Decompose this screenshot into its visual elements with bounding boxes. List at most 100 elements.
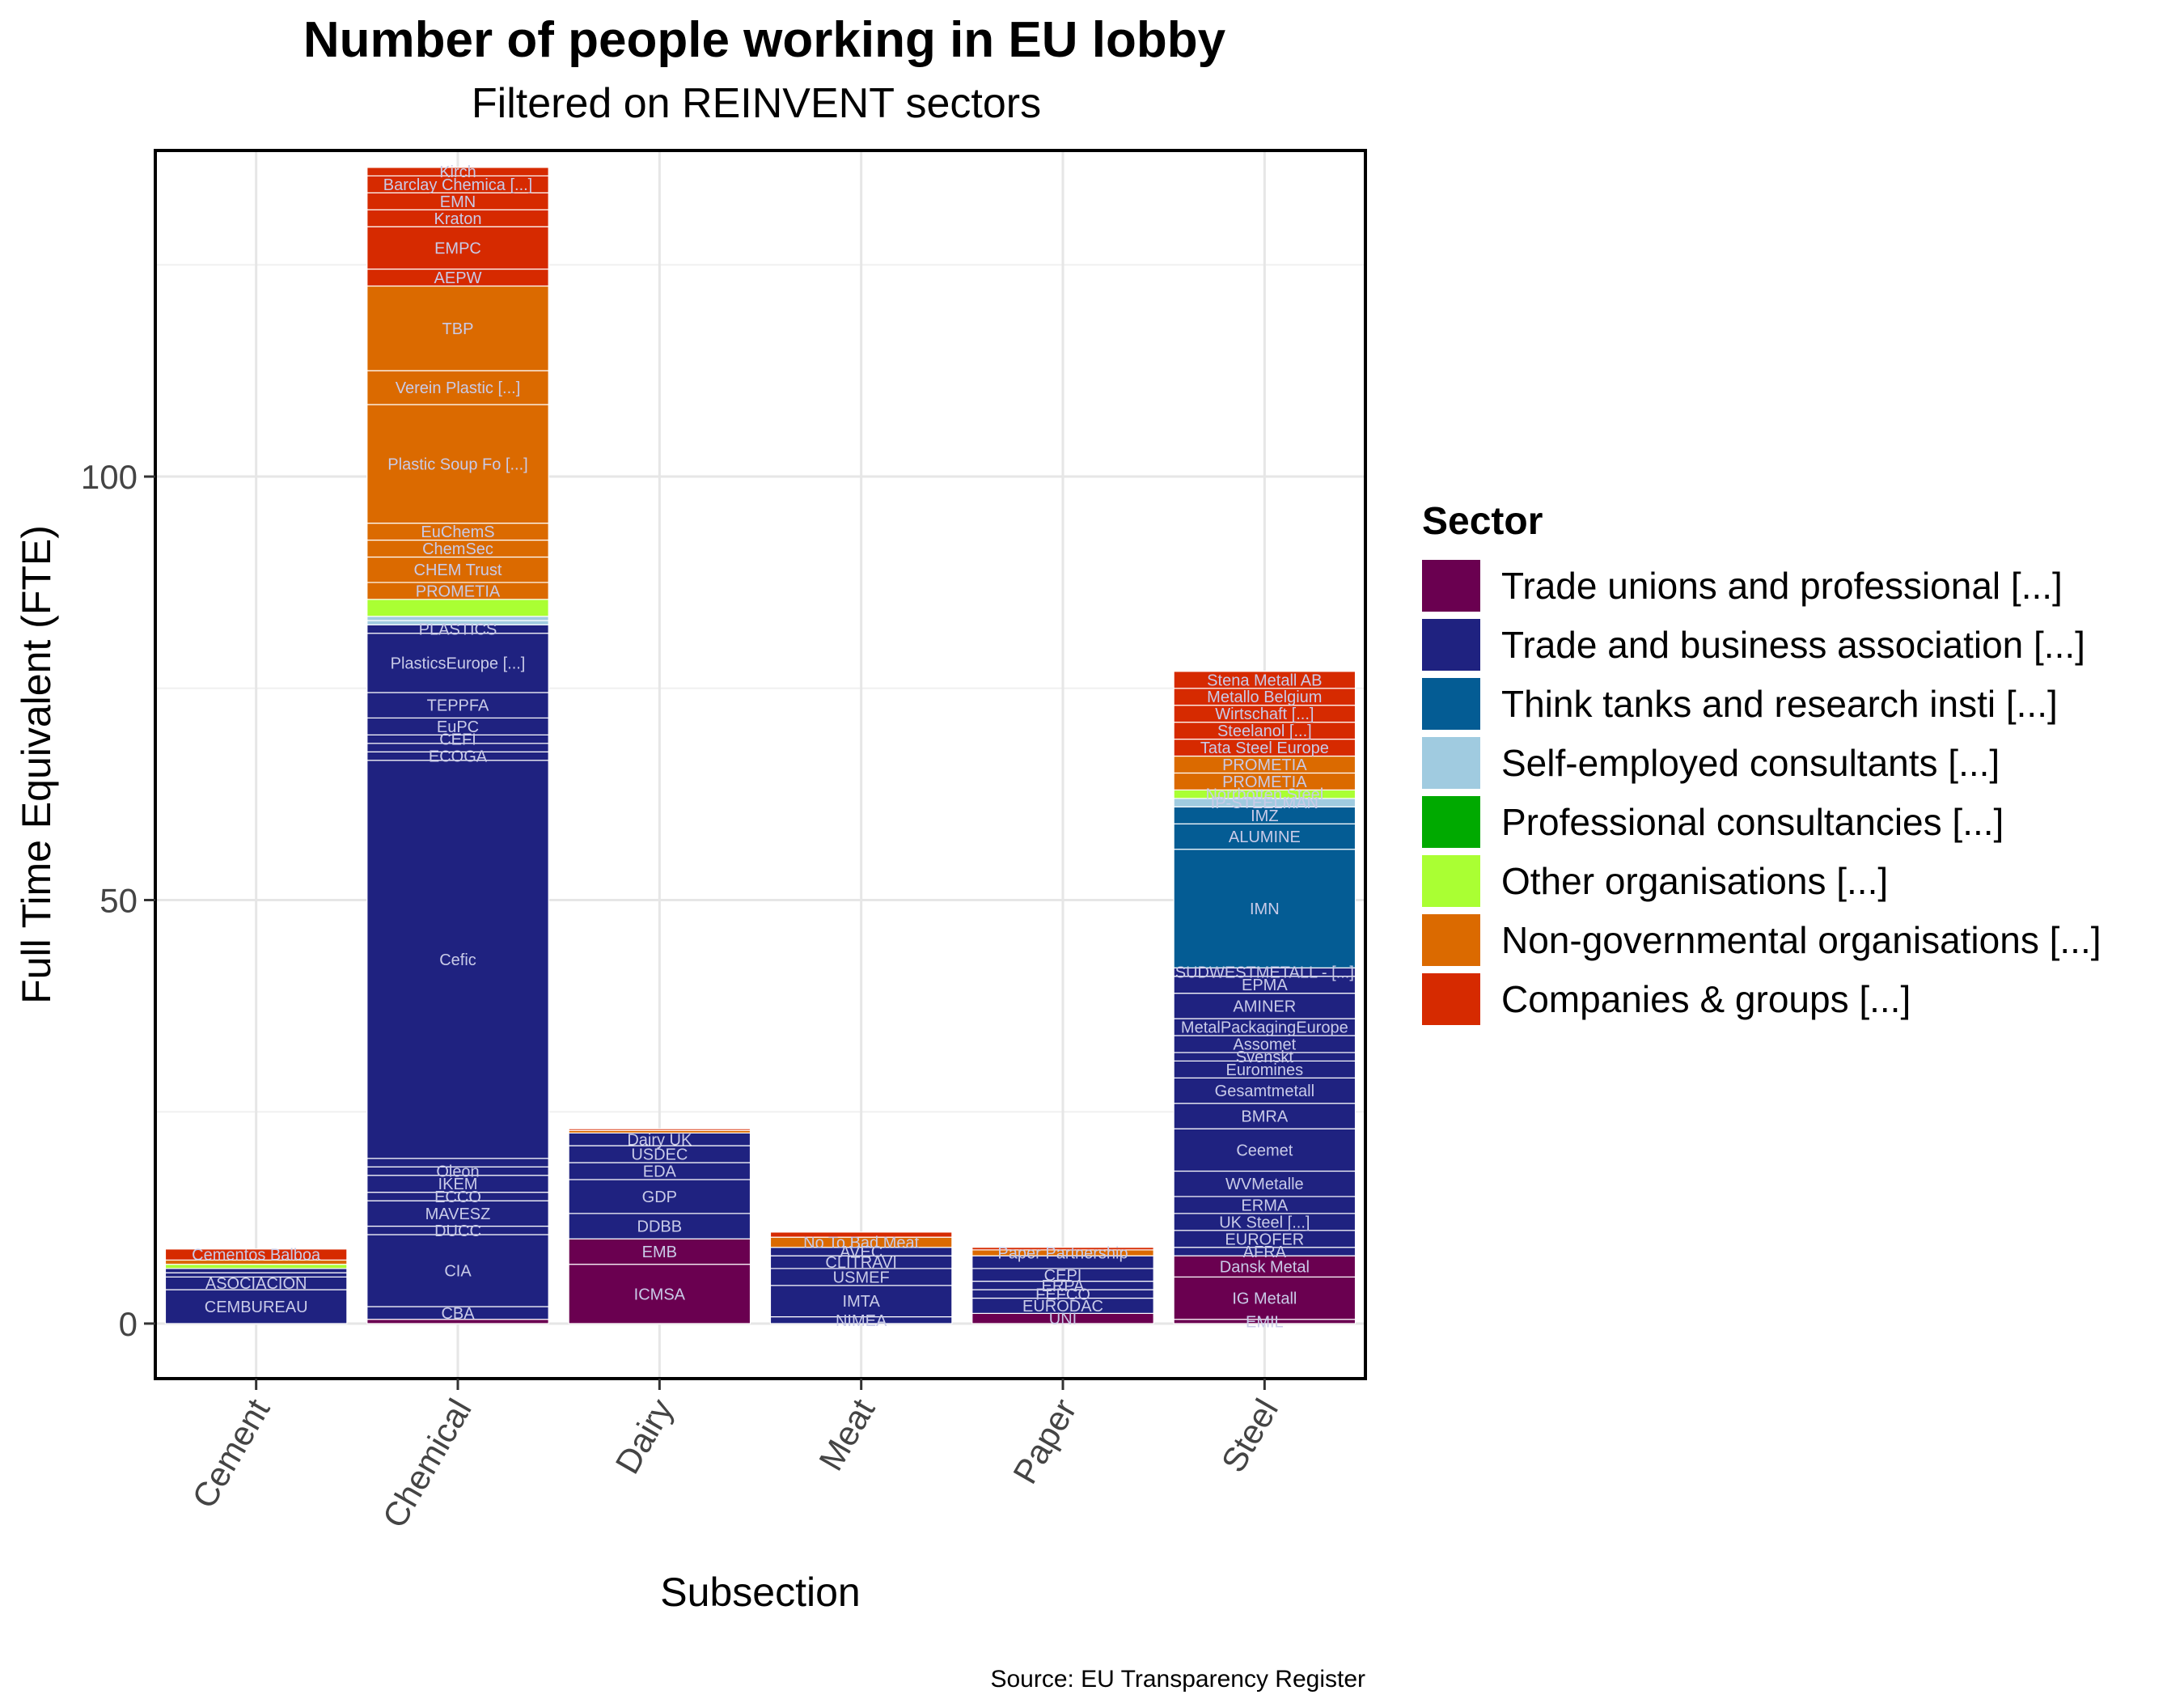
legend-swatch	[1422, 737, 1480, 789]
y-tick-label: 100	[81, 458, 138, 496]
legend: Trade unions and professional [...] Trade…	[1422, 560, 2101, 1025]
bar-segment	[568, 1128, 751, 1131]
legend-label: Think tanks and research insti [...]	[1501, 683, 2058, 725]
legend-swatch	[1422, 678, 1480, 730]
segment-label: EMPC	[434, 239, 481, 257]
segment-label: Cefic	[439, 951, 476, 969]
legend-swatch	[1422, 796, 1480, 848]
segment-label: ECOGA	[429, 748, 488, 766]
segment-label: WVMetalle	[1225, 1176, 1304, 1193]
segment-label: EURODAC	[1022, 1298, 1103, 1316]
bar-segment	[366, 1200, 549, 1227]
segment-label: Gesamtmetall	[1215, 1083, 1314, 1100]
legend-label: Other organisations [...]	[1501, 860, 1888, 902]
bar-segment	[1173, 1255, 1357, 1277]
segment-label: PlasticsEurope [...]	[391, 655, 526, 672]
segment-label: Kraton	[434, 210, 482, 228]
segment-label: CLITRAVI	[825, 1254, 897, 1272]
segment-label: TEPPFA	[427, 697, 489, 715]
segment-label: EMN	[440, 193, 476, 211]
segment-label: Steelanol [...]	[1217, 722, 1312, 740]
segment-label: ASOCIACION	[205, 1275, 307, 1293]
segment-label: PLASTICS	[419, 621, 497, 638]
segment-label: Assomet	[1233, 1036, 1296, 1053]
segment-label: Norrbotten Steel	[1206, 786, 1324, 804]
segment-label: GDP	[642, 1188, 677, 1206]
segment-label: EMB	[642, 1244, 677, 1261]
segment-label: ERMA	[1241, 1197, 1288, 1214]
segment-label: UNI	[1049, 1311, 1077, 1328]
segment-label: EUROFER	[1225, 1231, 1304, 1248]
segment-label: EDA	[643, 1163, 677, 1181]
bar-segment	[366, 760, 549, 1159]
segment-label: DDBB	[637, 1218, 683, 1236]
segment-label: IG Metall	[1232, 1290, 1297, 1308]
segment-label: EuChemS	[421, 523, 494, 541]
segment-label: Stena Metall AB	[1207, 672, 1322, 689]
segment-label: Metallo Belgium	[1207, 688, 1322, 706]
segment-label: USDEC	[631, 1146, 688, 1164]
segment-label: IMTA	[843, 1293, 881, 1311]
bar-segment	[1173, 993, 1357, 1019]
bar-segment	[1173, 1103, 1357, 1129]
y-axis-title: Full Time Equivalent (FTE)	[14, 525, 59, 1004]
segment-label: EMIL	[1246, 1313, 1284, 1331]
y-tick-label: 0	[119, 1305, 138, 1343]
source-caption: Source: EU Transparency Register	[990, 1666, 1365, 1693]
segment-label: IMZ	[1251, 807, 1278, 825]
bar-segment	[769, 1285, 953, 1318]
segment-label: CBA	[441, 1305, 475, 1323]
segment-label: Kirch	[439, 163, 476, 181]
plot-panel-border	[154, 149, 1367, 1380]
bar-segment	[366, 556, 549, 583]
segment-label: IMN	[1250, 900, 1280, 918]
bar-segment	[366, 1234, 549, 1307]
segment-label: Barclay Chemica [...]	[383, 176, 533, 194]
segment-label: DUCC	[434, 1222, 481, 1240]
segment-label: Tata Steel Europe	[1200, 739, 1329, 757]
legend-swatch	[1422, 619, 1480, 671]
segment-label: Wirtschaft [...]	[1215, 705, 1314, 723]
segment-label: No To Bad Meat	[803, 1234, 919, 1252]
legend-label: Companies & groups [...]	[1501, 978, 1911, 1020]
segment-label: SUDWESTMETALL - [...]	[1175, 964, 1354, 981]
segment-label: CHEM Trust	[414, 561, 502, 579]
segment-label: ECCO	[434, 1188, 481, 1206]
y-tick-label: 50	[99, 882, 138, 920]
segment-label: BMRA	[1241, 1108, 1288, 1125]
chart-title: Number of people working in EU lobby	[303, 12, 1226, 68]
segment-label: CEPI	[1044, 1267, 1082, 1285]
legend-label: Self-employed consultants [...]	[1501, 742, 2000, 784]
segment-label: ALUMINE	[1229, 828, 1301, 846]
segment-label: IKEM	[438, 1176, 478, 1193]
bar-segment	[366, 633, 549, 693]
segment-label: EPMA	[1242, 977, 1288, 994]
segment-label: AEPW	[434, 269, 482, 287]
bar-segment	[366, 404, 549, 524]
segment-label: Dansk Metal	[1220, 1258, 1310, 1276]
bar-segment	[1173, 671, 1357, 689]
legend-label: Non-governmental organisations [...]	[1501, 919, 2101, 961]
bar-segment	[366, 285, 549, 371]
segment-label: Euromines	[1226, 1061, 1304, 1079]
segment-label: PROMETIA	[1222, 756, 1307, 774]
segment-label: TBP	[442, 320, 474, 338]
segment-label: ERPA	[1042, 1277, 1086, 1295]
legend-title: Sector	[1422, 500, 1543, 543]
bar-segment	[164, 1248, 348, 1261]
bar-segment	[769, 1231, 953, 1238]
segment-label: ChemSec	[422, 540, 493, 558]
bar-segment	[164, 1268, 348, 1273]
bar-segment	[164, 1264, 348, 1269]
legend-swatch	[1422, 560, 1480, 612]
segment-label: PROMETIA	[1222, 773, 1307, 791]
bar-segment	[366, 599, 549, 617]
gridlines	[155, 150, 1365, 1379]
bar-segment	[1173, 1128, 1357, 1172]
bar-segment	[1173, 1077, 1357, 1104]
segment-label: CEFI	[439, 731, 476, 749]
segment-label: Svenskt	[1236, 1049, 1294, 1066]
segment-label: ICMSA	[634, 1286, 686, 1303]
x-axis-title: Subsection	[660, 1570, 860, 1615]
bar-segment	[1173, 823, 1357, 850]
